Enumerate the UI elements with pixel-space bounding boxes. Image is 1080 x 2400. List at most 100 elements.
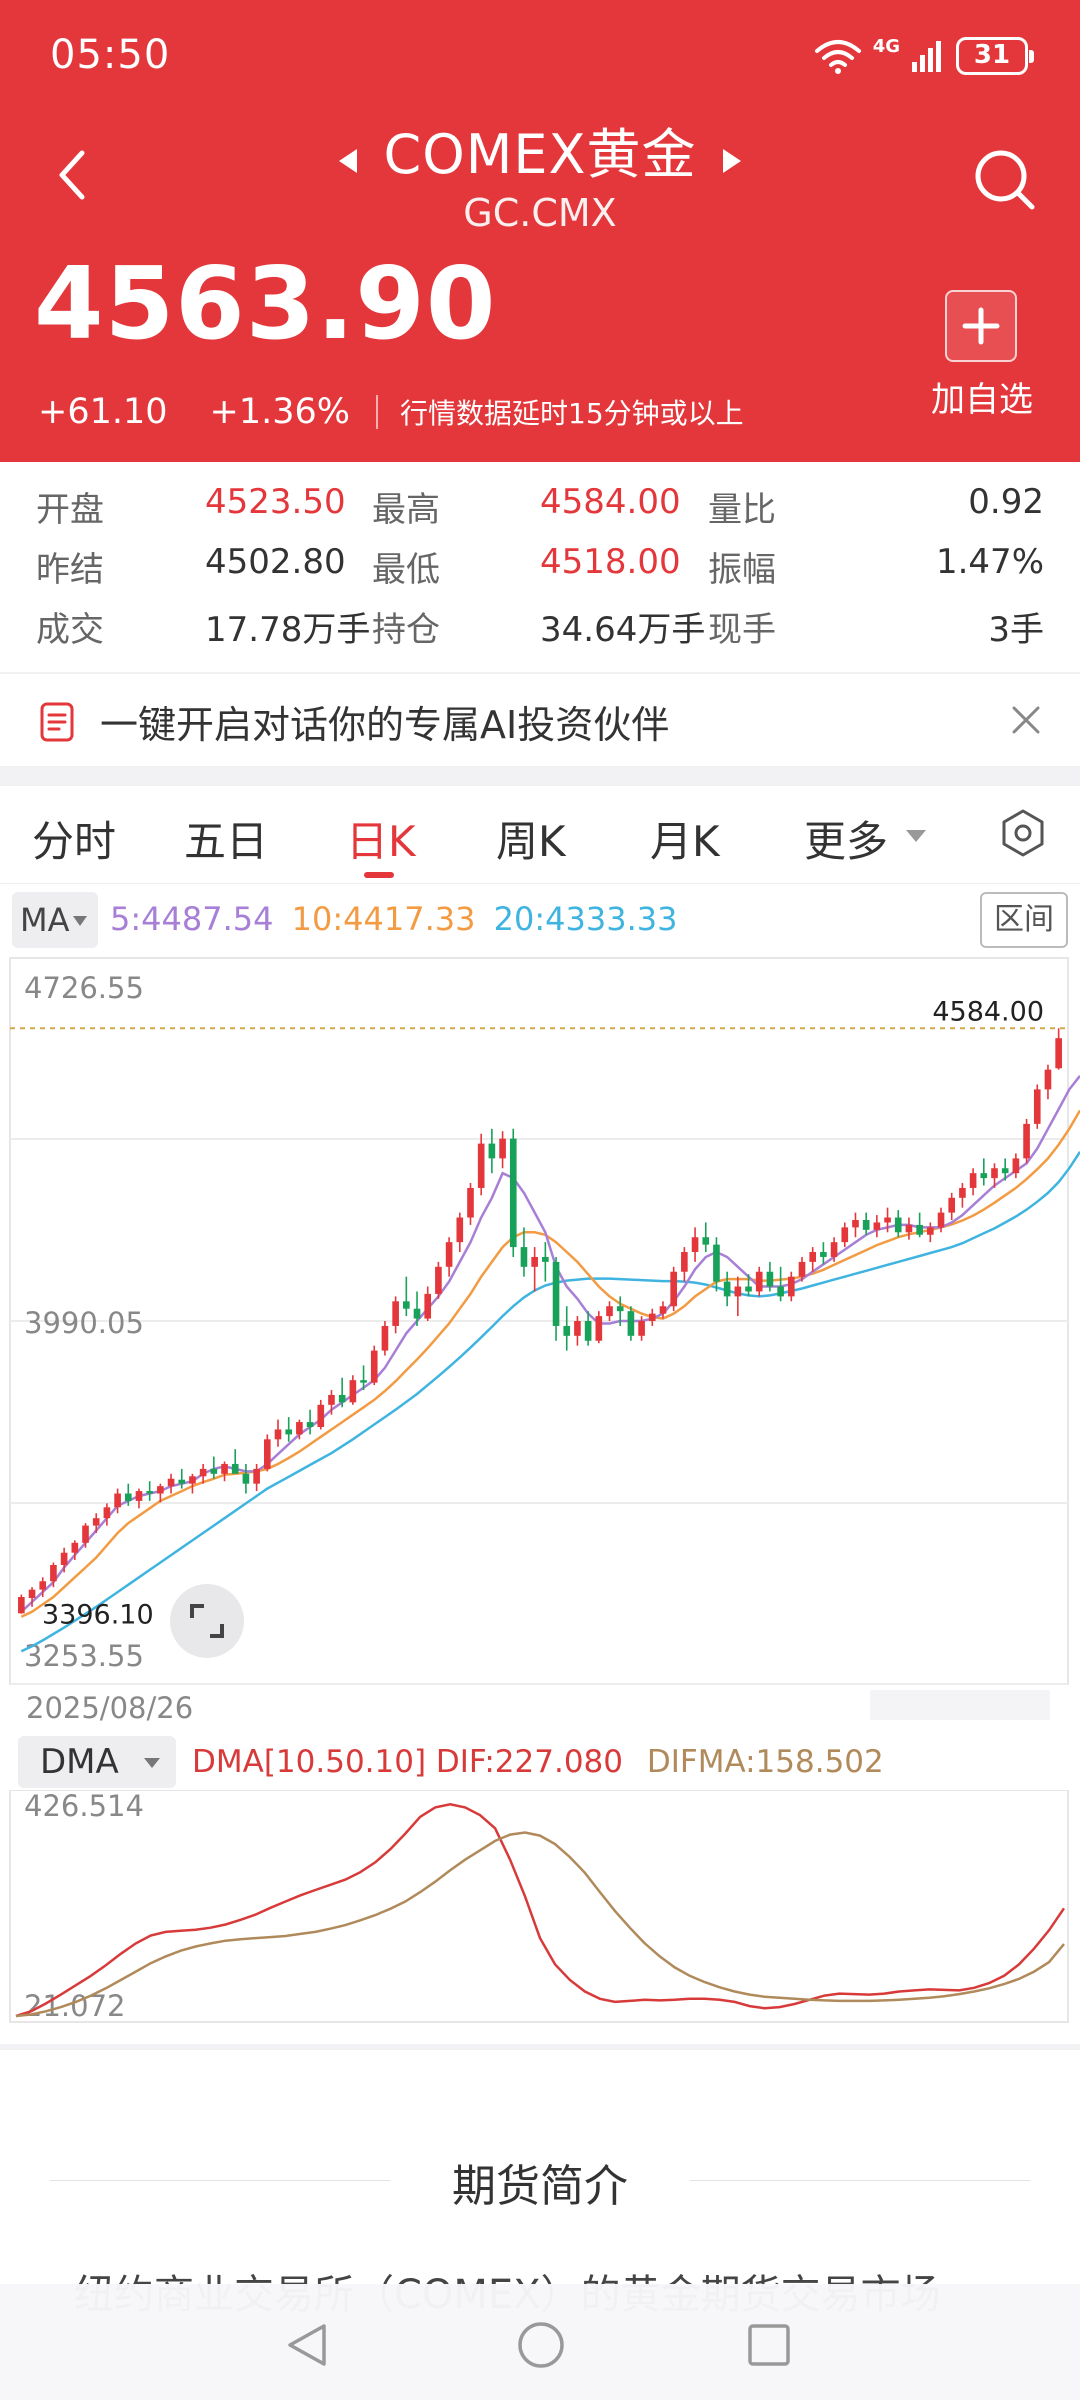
status-bar: 05:50 4G 31 bbox=[0, 0, 1080, 110]
chart-settings-icon[interactable] bbox=[998, 808, 1048, 858]
candle bbox=[1023, 1118, 1030, 1164]
candle bbox=[39, 1577, 47, 1598]
candle bbox=[403, 1276, 410, 1317]
candle bbox=[894, 1210, 902, 1238]
expand-chart-button[interactable] bbox=[170, 1584, 244, 1658]
candle bbox=[606, 1301, 613, 1322]
next-contract-icon[interactable] bbox=[721, 148, 743, 174]
candle bbox=[263, 1434, 271, 1472]
ma-legend: 5:4487.54 10:4417.33 20:4333.33 bbox=[110, 900, 677, 938]
ai-banner-text: 一键开启对话你的专属AI投资伙伴 bbox=[100, 703, 670, 747]
dma-selector[interactable]: DMA bbox=[18, 1736, 176, 1788]
candle bbox=[274, 1419, 282, 1447]
candle bbox=[424, 1286, 432, 1322]
dif-line bbox=[15, 1803, 1066, 2018]
chevron-down-icon bbox=[144, 1758, 160, 1768]
expand-icon bbox=[190, 1604, 224, 1638]
contract-code: GC.CMX bbox=[463, 191, 617, 235]
tab-five-day[interactable]: 五日 bbox=[184, 817, 269, 866]
status-icons: 4G 31 bbox=[813, 34, 1034, 78]
candle bbox=[713, 1237, 720, 1292]
add-watchlist-button[interactable] bbox=[945, 290, 1017, 362]
candle bbox=[296, 1419, 303, 1440]
tab-more[interactable]: 更多 bbox=[804, 817, 889, 866]
stat-prev-settle-label: 昨结 bbox=[36, 550, 104, 590]
tab-daily-k[interactable]: 日K bbox=[346, 817, 416, 866]
candle bbox=[670, 1266, 677, 1312]
candle bbox=[638, 1316, 645, 1341]
price-change: +61.10 bbox=[38, 392, 168, 432]
candle bbox=[349, 1375, 357, 1405]
stat-amplitude: 1.47% bbox=[935, 542, 1044, 582]
close-icon[interactable] bbox=[1010, 704, 1042, 736]
candle bbox=[306, 1409, 314, 1435]
stat-open: 4523.50 bbox=[205, 482, 346, 522]
candle bbox=[157, 1483, 164, 1503]
stat-vol-ratio: 0.92 bbox=[968, 482, 1044, 522]
ma5-line bbox=[20, 1075, 1080, 1613]
candle bbox=[1033, 1084, 1041, 1129]
chevron-down-icon[interactable] bbox=[906, 830, 926, 842]
candlestick-chart[interactable]: 4726.55 3990.05 3253.55 2025/08/26 4584.… bbox=[0, 956, 1080, 1736]
nav-back-icon[interactable] bbox=[282, 2320, 332, 2370]
candle bbox=[841, 1222, 849, 1248]
dif-value: DIF:227.080 bbox=[435, 1744, 623, 1780]
signal-icon bbox=[912, 41, 941, 72]
network-type: 4G bbox=[872, 35, 900, 57]
range-button[interactable]: 区间 bbox=[980, 892, 1068, 948]
candle bbox=[82, 1523, 89, 1548]
search-icon[interactable] bbox=[970, 145, 1040, 215]
document-icon bbox=[40, 702, 74, 742]
candle bbox=[413, 1291, 421, 1326]
dma-legend: DMA[10.50.10] DIF:227.080 DIFMA:158.502 bbox=[192, 1744, 884, 1780]
stat-high: 4584.00 bbox=[540, 482, 681, 522]
last-price: 4563.90 bbox=[34, 245, 497, 362]
tab-monthly-k[interactable]: 月K bbox=[650, 817, 720, 866]
quote-header: 05:50 4G 31 bbox=[0, 0, 1080, 462]
candle bbox=[681, 1247, 688, 1282]
change-row: +61.10 +1.36% 行情数据延时15分钟或以上 bbox=[38, 392, 744, 432]
intro-title: 期货简介 bbox=[452, 2161, 628, 2212]
candle bbox=[221, 1461, 228, 1482]
battery-icon: 31 bbox=[956, 37, 1034, 75]
candle bbox=[509, 1128, 517, 1257]
tab-weekly-k[interactable]: 周K bbox=[496, 817, 566, 866]
prev-contract-icon[interactable] bbox=[337, 148, 359, 174]
candle bbox=[242, 1463, 250, 1494]
tab-intraday[interactable]: 分时 bbox=[32, 817, 117, 866]
candle bbox=[435, 1261, 442, 1299]
stat-current: 3手 bbox=[988, 610, 1044, 650]
title-block: COMEX黄金 GC.CMX bbox=[300, 110, 780, 235]
add-watchlist-label[interactable]: 加自选 bbox=[931, 380, 1033, 420]
ma20-value: 20:4333.33 bbox=[493, 900, 678, 938]
y-tick-top: 4726.55 bbox=[24, 971, 144, 1005]
candle bbox=[1044, 1064, 1052, 1100]
chevron-down-icon bbox=[73, 916, 87, 926]
y-tick-bottom: 3253.55 bbox=[24, 1639, 144, 1673]
scroll-thumb[interactable] bbox=[870, 1690, 1050, 1720]
candle bbox=[178, 1468, 186, 1489]
candle bbox=[231, 1449, 239, 1474]
ai-banner[interactable]: 一键开启对话你的专属AI投资伙伴 bbox=[0, 674, 1080, 766]
stat-oi-label: 持仓 bbox=[372, 610, 440, 650]
back-icon[interactable] bbox=[48, 145, 98, 205]
status-clock: 05:50 bbox=[50, 32, 171, 78]
candle bbox=[531, 1247, 538, 1292]
candle bbox=[499, 1131, 506, 1169]
divider bbox=[690, 2180, 1030, 2181]
delay-note: 行情数据延时15分钟或以上 bbox=[400, 397, 744, 430]
candle bbox=[862, 1212, 870, 1235]
candle bbox=[18, 1594, 25, 1614]
nav-recents-icon[interactable] bbox=[745, 2321, 793, 2369]
candle bbox=[884, 1207, 891, 1233]
candle bbox=[959, 1183, 966, 1208]
x-start-date: 2025/08/26 bbox=[26, 1691, 193, 1725]
candle bbox=[980, 1158, 988, 1186]
candle bbox=[584, 1311, 592, 1346]
nav-home-icon[interactable] bbox=[515, 2319, 567, 2371]
min-price-label: 3396.10 bbox=[42, 1600, 154, 1631]
candle bbox=[745, 1274, 752, 1297]
wifi-icon bbox=[814, 40, 861, 74]
dma-title: DMA[10.50.10] bbox=[192, 1744, 427, 1780]
candle bbox=[189, 1473, 196, 1494]
